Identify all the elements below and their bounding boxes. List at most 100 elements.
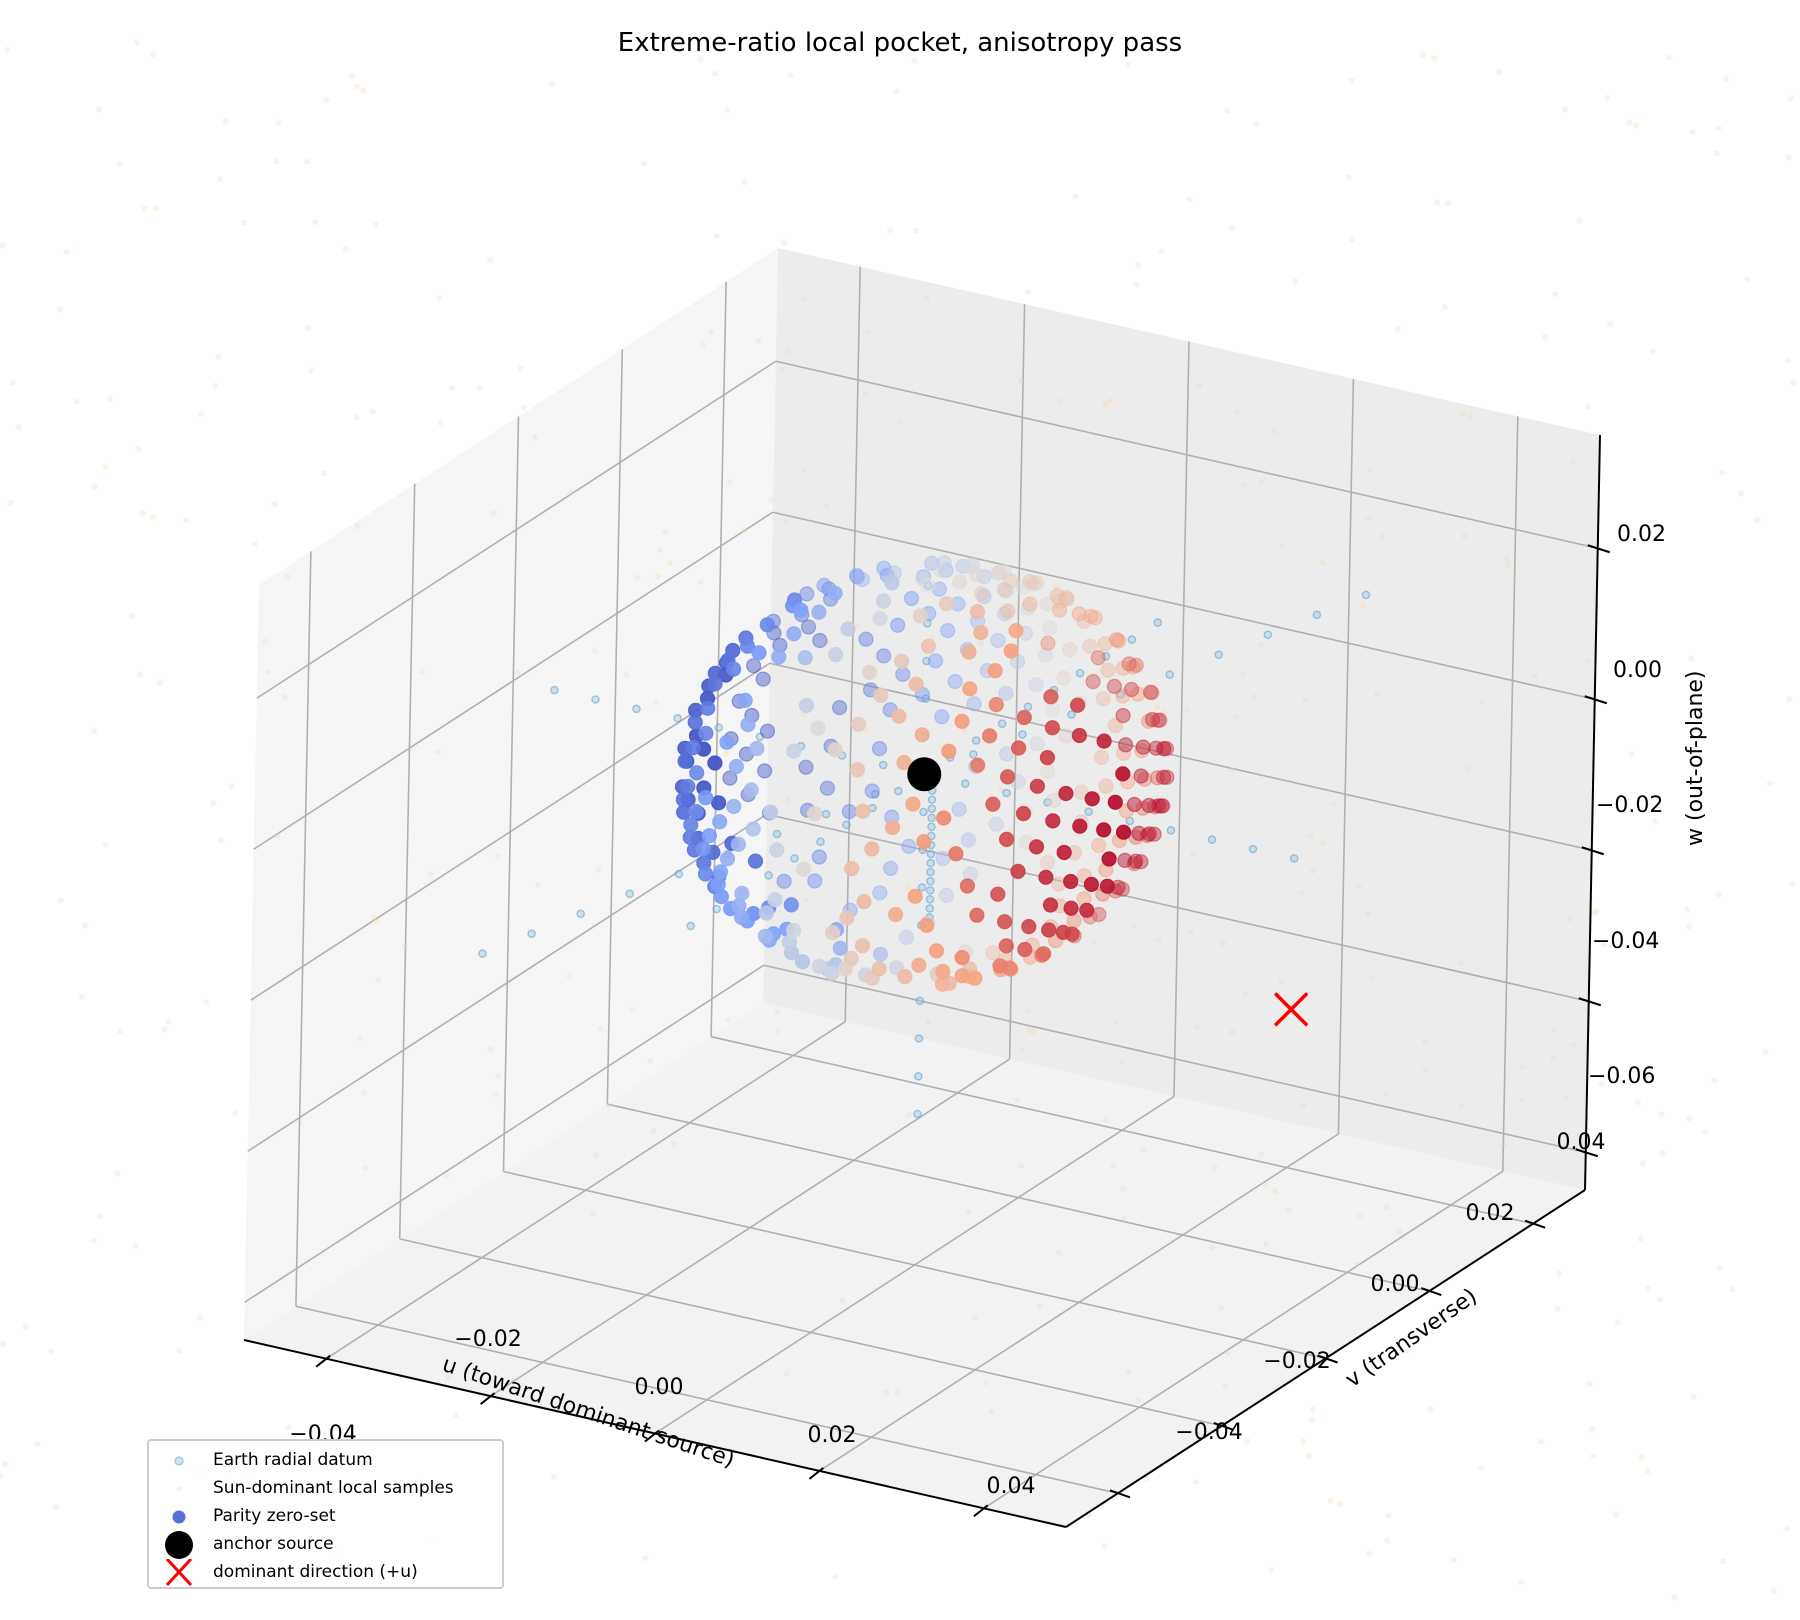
- x-tick-label: 0.02: [808, 1423, 857, 1448]
- sample-dot: [1562, 106, 1568, 113]
- parity-zero-point: [1042, 897, 1059, 913]
- parity-zero-point: [999, 769, 1016, 785]
- legend: Earth radial datum Sun-dominant local sa…: [147, 1439, 504, 1589]
- parity-zero-point: [685, 739, 701, 756]
- sample-dot: [1563, 1095, 1570, 1101]
- sample-dot: [667, 560, 673, 567]
- sample-dot: [285, 1424, 292, 1431]
- sample-dot: [1309, 1416, 1316, 1423]
- sample-dot: [1101, 1542, 1108, 1549]
- earth-datum-point: [925, 895, 935, 904]
- sample-dot: [1383, 1091, 1390, 1098]
- parity-zero-point: [998, 685, 1014, 701]
- sample-dot: [1240, 671, 1247, 678]
- left-grid-line: [250, 662, 771, 1001]
- sample-dot: [240, 219, 247, 226]
- sample-dot: [1541, 333, 1548, 340]
- z-tick: [1575, 1148, 1599, 1158]
- sample-dot: [783, 1370, 790, 1377]
- sample-dot: [0, 1340, 6, 1347]
- sample-dot: [972, 1314, 979, 1321]
- sample-dot: [0, 1473, 4, 1480]
- parity-zero-point: [872, 946, 889, 962]
- parity-zero-point: [710, 795, 727, 811]
- parity-zero-point: [816, 577, 832, 594]
- sample-dot: [1224, 1349, 1231, 1356]
- sample-dot: [1787, 95, 1794, 102]
- parity-zero-point: [1041, 922, 1057, 938]
- parity-zero-point: [996, 914, 1013, 930]
- sample-dot: [161, 1026, 168, 1033]
- sample-dot: [354, 523, 361, 530]
- parity-zero-point: [1107, 794, 1123, 810]
- sample-dot: [801, 296, 807, 303]
- parity-zero-point: [812, 632, 828, 649]
- parity-zero-point: [960, 832, 976, 848]
- y-tick: [1317, 1354, 1338, 1364]
- sample-dot: [357, 1035, 364, 1042]
- parity-zero-point: [856, 893, 872, 910]
- sample-dot: [779, 366, 786, 373]
- sample-dot: [1154, 704, 1161, 710]
- earth-datum-point: [1153, 618, 1163, 627]
- parity-zero-point: [839, 910, 855, 926]
- sample-dot: [1450, 1557, 1457, 1563]
- sample-dot: [1379, 533, 1386, 540]
- parity-zero-point: [807, 873, 823, 889]
- earth-datum-point: [1289, 854, 1299, 863]
- sample-dot: [4, 46, 11, 53]
- sample-dot: [136, 671, 143, 678]
- sample-dot: [1658, 1111, 1665, 1118]
- sample-dot: [102, 463, 109, 470]
- sample-dot: [592, 647, 599, 654]
- sample-dot: [1518, 1578, 1525, 1585]
- floor-grid-line: [607, 1103, 1430, 1292]
- parity-zero-point: [1062, 642, 1078, 658]
- sample-dot: [800, 711, 807, 718]
- earth-datum-point: [926, 867, 935, 877]
- sample-dot: [1121, 1215, 1128, 1222]
- sample-dot: [1505, 561, 1512, 568]
- y-tick-label: 0.04: [1557, 1130, 1606, 1155]
- sample-dot: [149, 51, 156, 58]
- parity-zero-point: [912, 608, 928, 624]
- sample-dot: [91, 1237, 98, 1244]
- earth-datum-point: [1075, 668, 1085, 678]
- sample-dot: [1373, 691, 1380, 698]
- parity-zero-point: [751, 645, 767, 661]
- parity-zero-point: [1148, 740, 1164, 756]
- sample-dot: [308, 367, 315, 374]
- sun-dominant-samples: [0, 38, 1797, 1601]
- sample-dot: [304, 158, 310, 165]
- sample-dot: [597, 1026, 604, 1032]
- sample-dot: [1319, 839, 1326, 846]
- sample-dot: [56, 306, 63, 313]
- parity-zero-point: [887, 906, 904, 923]
- sample-dot: [823, 503, 830, 510]
- earth-datum-point: [1018, 730, 1027, 739]
- sample-dot: [785, 796, 792, 803]
- earth-datum-point: [917, 883, 927, 892]
- parity-zero-point: [1142, 684, 1159, 700]
- sample-dot: [1550, 1055, 1557, 1062]
- parity-zero-point: [948, 846, 964, 862]
- earth-datum-point: [1067, 710, 1076, 719]
- parity-zero-point: [1106, 678, 1123, 695]
- sample-dot: [1458, 959, 1465, 966]
- parity-zero-point: [1056, 844, 1072, 861]
- parity-zero-point: [940, 622, 956, 639]
- sample-dot: [1598, 1081, 1605, 1088]
- parity-zero-point: [1085, 673, 1101, 690]
- parity-zero-point: [1146, 826, 1162, 842]
- parity-zero-point: [990, 632, 1006, 649]
- parity-zero-point: [1126, 796, 1143, 813]
- sample-dot: [1292, 278, 1299, 285]
- sample-dot: [699, 342, 706, 349]
- sample-dot: [1569, 459, 1576, 466]
- sample-dot: [1055, 1249, 1062, 1256]
- parity-zero-point: [677, 753, 693, 769]
- grid-lines: [244, 266, 1598, 1509]
- sample-dot: [1689, 129, 1696, 136]
- sample-dot: [63, 249, 70, 256]
- sample-dot: [1645, 1285, 1651, 1292]
